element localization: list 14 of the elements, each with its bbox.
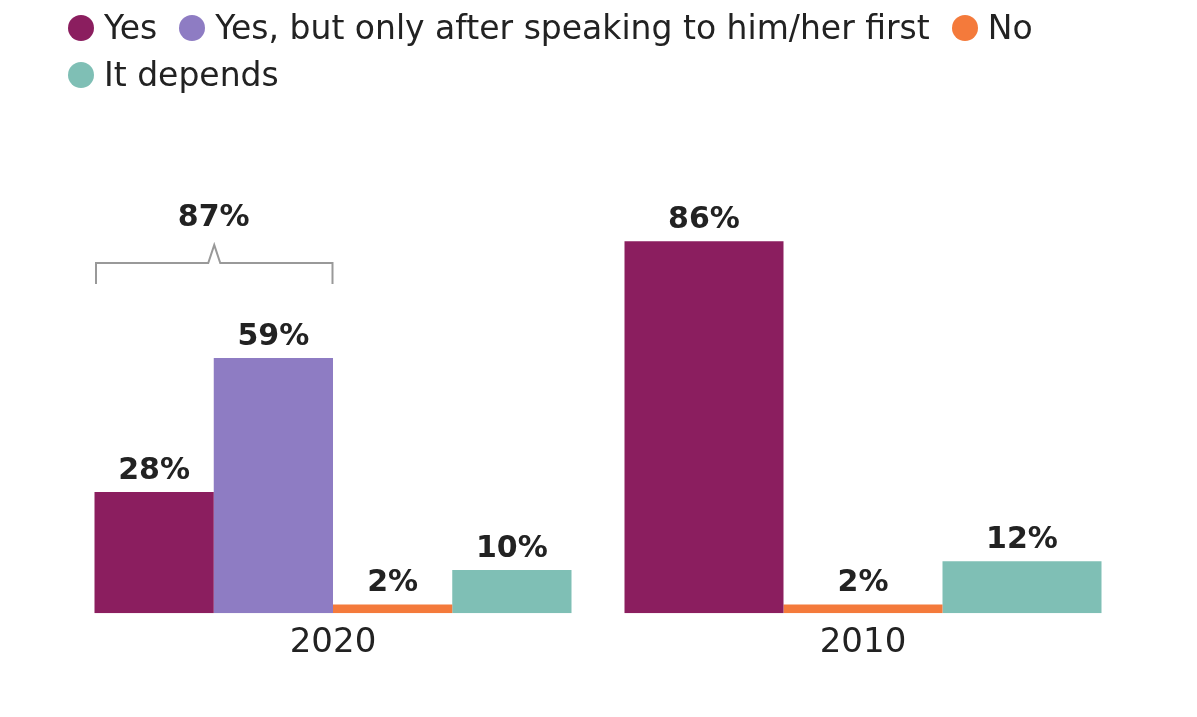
x-tick-label: 2010	[819, 620, 907, 661]
data-label: 2%	[367, 563, 419, 599]
legend-label: No	[987, 8, 1033, 47]
x-tick-label: 2020	[289, 620, 377, 661]
legend-label: Yes, but only after speaking to him/her first	[215, 8, 930, 47]
data-label: 28%	[118, 450, 191, 486]
data-label: 12%	[986, 520, 1058, 556]
legend-label: Yes	[104, 8, 158, 47]
data-label: 59%	[237, 316, 310, 352]
data-label: 10%	[475, 528, 548, 564]
text: 87%	[176, 198, 251, 234]
legend-label: It depends	[104, 55, 279, 94]
data-label: 86%	[668, 200, 740, 236]
data-label: 2%	[837, 563, 889, 599]
